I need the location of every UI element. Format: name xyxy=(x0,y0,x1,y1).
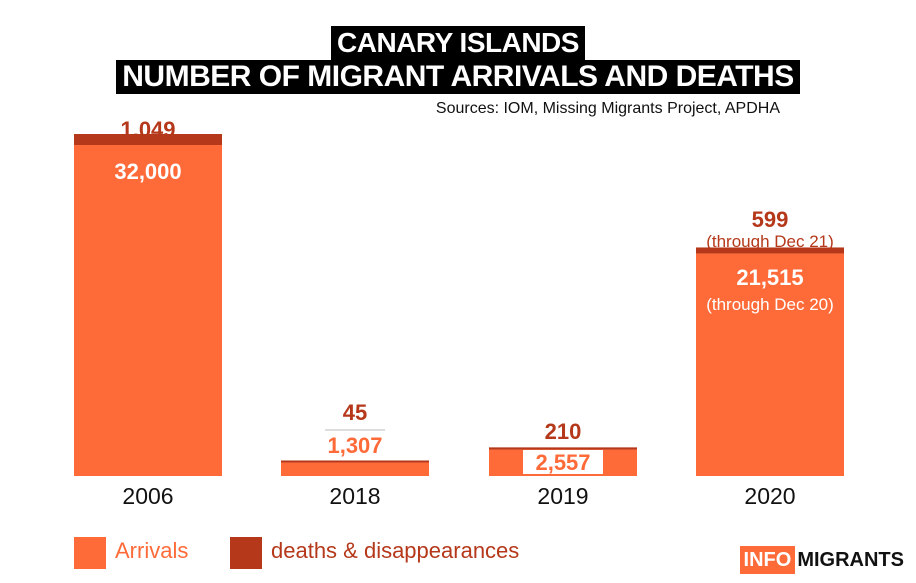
note-deaths-2020: (through Dec 21) xyxy=(706,232,834,251)
x-tick-2020: 2020 xyxy=(744,483,795,509)
sources-note: Sources: IOM, Missing Migrants Project, … xyxy=(435,100,780,117)
logo-info-text: INFO xyxy=(739,546,796,574)
x-tick-2019: 2019 xyxy=(537,483,588,509)
bar-deaths-2020 xyxy=(696,247,844,254)
legend-swatch-arrivals xyxy=(74,537,106,569)
label-arrivals-2018: 1,307 xyxy=(327,433,382,458)
label-deaths-2020: 599 xyxy=(752,207,789,232)
label-deaths-2018: 45 xyxy=(343,400,367,425)
label-deaths-2006: 1,049 xyxy=(120,117,175,142)
x-tick-2006: 2006 xyxy=(122,483,173,509)
chart-title: CANARY ISLANDS NUMBER OF MIGRANT ARRIVAL… xyxy=(0,26,916,94)
logo-migrants-text: MIGRANTS xyxy=(797,549,904,571)
legend-label-arrivals: Arrivals xyxy=(115,538,189,563)
bar-arrivals-2018 xyxy=(281,462,429,476)
legend-swatch-deaths xyxy=(230,537,262,569)
bar-arrivals-2006 xyxy=(74,145,222,476)
bar-deaths-2006 xyxy=(74,134,222,145)
title-line-1: CANARY ISLANDS xyxy=(331,26,585,60)
note-arrivals-2020: (through Dec 20) xyxy=(706,295,834,314)
label-arrivals-2006: 32,000 xyxy=(114,159,181,184)
label-box-2019 xyxy=(523,450,603,474)
bar-deaths-2018 xyxy=(281,460,429,463)
bar-deaths-2019 xyxy=(489,447,637,450)
label-arrivals-2019: 2,557 xyxy=(535,450,590,475)
label-arrivals-2020: 21,515 xyxy=(736,265,803,290)
x-tick-2018: 2018 xyxy=(329,483,380,509)
label-deaths-2019: 210 xyxy=(545,419,582,444)
title-line-2: NUMBER OF MIGRANT ARRIVALS AND DEATHS xyxy=(116,60,800,94)
bar-chart: 2006 32,000 1,049 2018 1,307 45 2019 2,557 210 20… xyxy=(74,117,844,509)
bar-arrivals-2020 xyxy=(696,253,844,476)
infomigrants-logo: INFO MIGRANTS xyxy=(739,545,906,575)
legend-label-deaths: deaths & disappearances xyxy=(271,538,520,563)
